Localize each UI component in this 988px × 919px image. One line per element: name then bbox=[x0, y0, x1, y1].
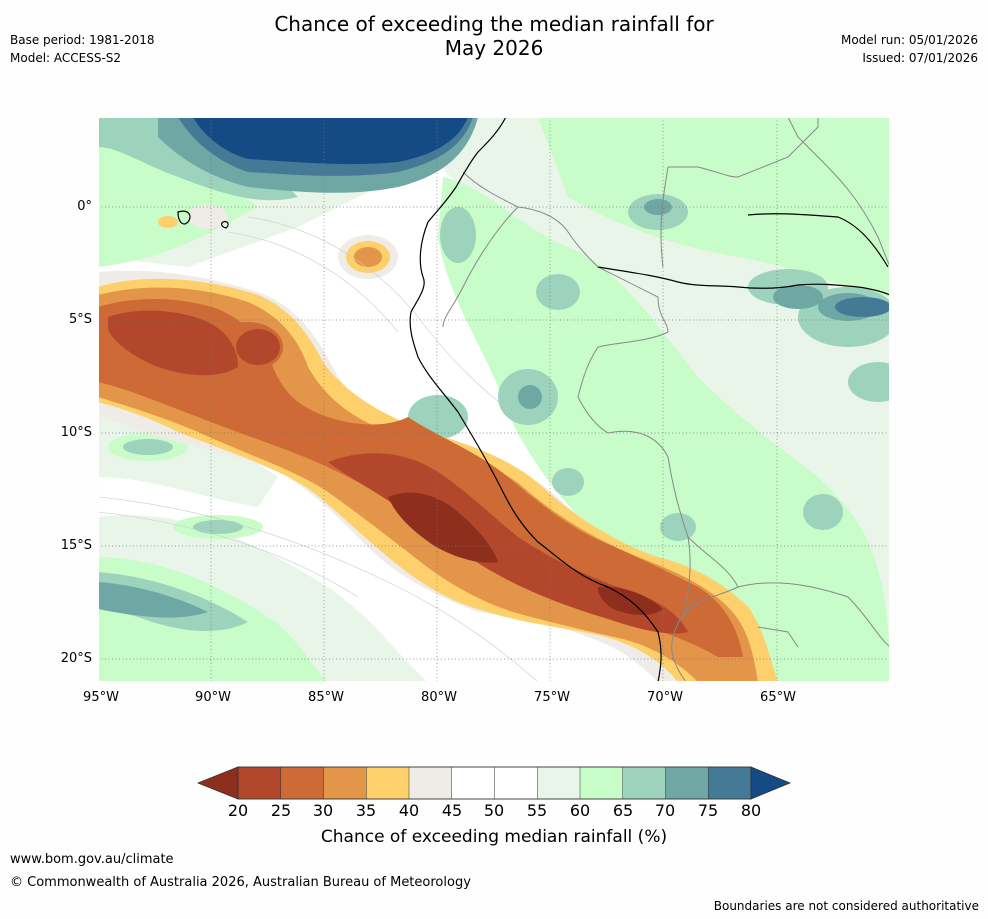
colorbar-cell bbox=[665, 766, 709, 800]
lat-label-0: 0° bbox=[77, 199, 92, 214]
country-borders bbox=[442, 117, 890, 682]
boundary-disclaimer: Boundaries are not considered authoritat… bbox=[713, 899, 979, 913]
lon-label-95w: 95°W bbox=[83, 690, 119, 705]
colorbar-cell bbox=[451, 766, 496, 800]
colorbar-cell bbox=[537, 766, 581, 800]
colorbar-tick-80: 80 bbox=[740, 801, 762, 820]
lat-label-20s: 20°S bbox=[60, 651, 92, 666]
colorbar-tick-25: 25 bbox=[270, 801, 292, 820]
colorbar-frame bbox=[237, 766, 752, 800]
colorbar-cell bbox=[366, 766, 410, 800]
meta-right: Model run: 05/01/2026 Issued: 07/01/2026 bbox=[841, 31, 978, 67]
chart-title: Chance of exceeding the median rainfall … bbox=[0, 12, 988, 60]
graticule bbox=[98, 117, 890, 682]
colorbar-cell bbox=[494, 766, 538, 800]
colorbar bbox=[196, 766, 792, 800]
contour-lines bbox=[98, 216, 539, 682]
lat-label-5s: 5°S bbox=[68, 312, 92, 327]
website-link[interactable]: www.bom.gov.au/climate bbox=[10, 852, 174, 867]
model-run: Model run: 05/01/2026 bbox=[840, 33, 978, 47]
colorbar-tick-50: 50 bbox=[483, 801, 505, 820]
colorbar-cell bbox=[579, 766, 624, 800]
meta-left: Base period: 1981-2018 Model: ACCESS-S2 bbox=[10, 31, 155, 67]
title-line-2: May 2026 bbox=[444, 36, 544, 60]
colorbar-tick-20: 20 bbox=[227, 801, 249, 820]
colorbar-cell bbox=[280, 766, 325, 800]
colorbar-tick-40: 40 bbox=[398, 801, 420, 820]
colorbar-tick-35: 35 bbox=[355, 801, 377, 820]
copyright-text: © Commonwealth of Australia 2026, Austra… bbox=[10, 875, 471, 890]
colorbar-tick-60: 60 bbox=[569, 801, 591, 820]
colorbar-cells bbox=[237, 766, 752, 800]
colorbar-tick-45: 45 bbox=[441, 801, 463, 820]
colorbar-tick-75: 75 bbox=[697, 801, 719, 820]
lon-label-85w: 85°W bbox=[308, 690, 344, 705]
lon-label-65w: 65°W bbox=[760, 690, 796, 705]
colorbar-tick-65: 65 bbox=[612, 801, 634, 820]
title-line-1: Chance of exceeding the median rainfall … bbox=[274, 12, 714, 36]
colorbar-cell bbox=[408, 766, 453, 800]
lon-label-75w: 75°W bbox=[534, 690, 570, 705]
colorbar-high-arrow bbox=[750, 766, 792, 800]
colorbar-tick-30: 30 bbox=[312, 801, 334, 820]
model-name: Model: ACCESS-S2 bbox=[10, 51, 122, 65]
colorbar-cell bbox=[622, 766, 667, 800]
map-frame bbox=[98, 117, 890, 682]
lon-label-70w: 70°W bbox=[647, 690, 683, 705]
lat-label-15s: 15°S bbox=[60, 538, 92, 553]
colorbar-cell bbox=[237, 766, 282, 800]
issued-date: Issued: 07/01/2026 bbox=[862, 51, 978, 65]
colorbar-tick-70: 70 bbox=[654, 801, 676, 820]
colorbar-title: Chance of exceeding median rainfall (%) bbox=[320, 827, 668, 847]
rainfall-probability-map bbox=[98, 117, 890, 682]
colorbar-low-arrow bbox=[196, 766, 239, 800]
coastline bbox=[177, 117, 890, 682]
lon-label-90w: 90°W bbox=[195, 690, 231, 705]
colorbar-tick-55: 55 bbox=[526, 801, 548, 820]
colorbar-cell bbox=[708, 766, 752, 800]
lon-label-80w: 80°W bbox=[421, 690, 457, 705]
colorbar-cell bbox=[323, 766, 367, 800]
base-period: Base period: 1981-2018 bbox=[10, 33, 155, 47]
lat-label-10s: 10°S bbox=[60, 425, 92, 440]
